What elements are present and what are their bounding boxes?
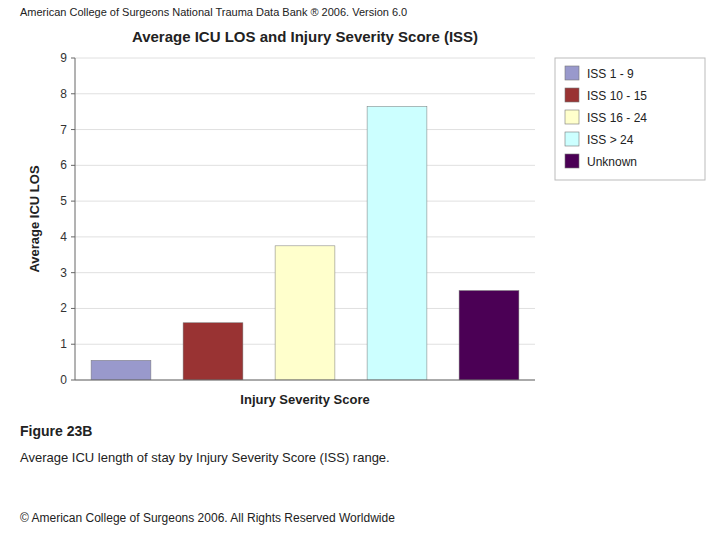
grid-line [75, 58, 535, 59]
tick-mark [71, 165, 75, 166]
tick-mark [71, 236, 75, 237]
tick-label: 0 [60, 373, 67, 387]
bar [459, 291, 519, 380]
tick-label: 5 [60, 194, 67, 208]
annotation: Average ICU length of stay by Injury Sev… [20, 450, 390, 465]
y-axis [75, 58, 76, 380]
tick-mark [71, 201, 75, 202]
grid [75, 58, 535, 380]
tick-mark [71, 308, 75, 309]
tick-label: 2 [60, 301, 67, 315]
bar [275, 246, 335, 380]
chart: American College of Surgeons National Tr… [0, 0, 720, 540]
bar [91, 360, 151, 380]
legend-swatch [565, 154, 579, 168]
legend-swatch [565, 110, 579, 124]
legend-frame [555, 58, 705, 180]
tick-mark [71, 380, 75, 381]
grid-line [75, 236, 535, 237]
tick-label: 6 [60, 158, 67, 172]
legend-entry: ISS > 24 [587, 133, 634, 147]
bar [183, 323, 243, 380]
tick-label: 9 [60, 51, 67, 65]
x-axis-label: Injury Severity Score [240, 392, 369, 407]
annotation: American College of Surgeons National Tr… [20, 6, 407, 18]
tick-mark [71, 344, 75, 345]
tick-mark [71, 129, 75, 130]
title: Average ICU LOS and Injury Severity Scor… [132, 28, 478, 45]
grid-line [75, 201, 535, 202]
tick-mark [71, 93, 75, 94]
legend: ISS 1 - 9 ISS 10 - 15 ISS 16 - 24 ISS > 24 U… [555, 58, 705, 180]
bars [91, 106, 519, 380]
y-axis-label: Average ICU LOS [27, 165, 42, 272]
legend-entry: ISS 1 - 9 [587, 67, 634, 81]
legend-entry: Unknown [587, 155, 637, 169]
legend-entry: ISS 16 - 24 [587, 111, 647, 125]
tick-label: 3 [60, 266, 67, 280]
legend-entry: ISS 10 - 15 [587, 89, 647, 103]
annotation: © American College of Surgeons 2006. All… [20, 511, 395, 525]
grid-line [75, 93, 535, 94]
legend-swatch [565, 66, 579, 80]
grid-line [75, 165, 535, 166]
annotation: Figure 23B [20, 423, 92, 439]
tick-label: 7 [60, 123, 67, 137]
grid-line [75, 380, 535, 381]
tick-label: 4 [60, 230, 67, 244]
grid-line [75, 129, 535, 130]
tick-mark [71, 58, 75, 59]
tick-mark [71, 272, 75, 273]
legend-swatch [565, 88, 579, 102]
tick-label: 8 [60, 87, 67, 101]
x-axis [75, 380, 535, 381]
tick-label: 1 [60, 337, 67, 351]
legend-swatch [565, 132, 579, 146]
bar [367, 106, 427, 380]
